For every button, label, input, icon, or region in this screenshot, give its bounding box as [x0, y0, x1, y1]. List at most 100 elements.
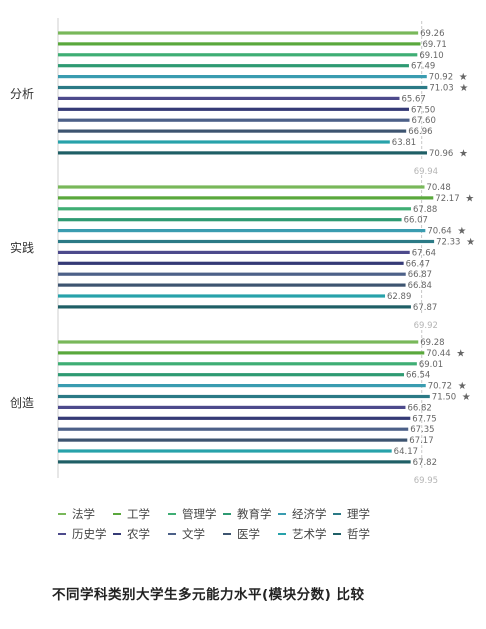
legend: 法学 工学 管理学 教育学 经济学 理学 历史学 农学 文学 医学 艺术学 哲学	[58, 504, 388, 544]
legend-label: 艺术学	[292, 527, 327, 541]
legend-label: 法学	[72, 507, 95, 521]
data-label: 67.88	[413, 205, 437, 215]
legend-label: 医学	[237, 527, 260, 541]
bar	[58, 239, 435, 244]
star-marker: ★	[465, 193, 474, 204]
bar	[58, 438, 408, 442]
data-label: 69.01	[419, 360, 443, 370]
bar	[58, 427, 409, 431]
data-label: 72.17	[435, 194, 459, 204]
legend-label: 经济学	[292, 507, 327, 521]
bar	[58, 151, 427, 155]
legend-label: 工学	[127, 507, 150, 521]
bar	[58, 449, 392, 453]
bar	[58, 250, 410, 254]
bar	[58, 305, 411, 309]
chart-title: 不同学科类别大学生多元能力水平(模块分数) 比较	[52, 587, 365, 603]
star-marker: ★	[458, 381, 467, 392]
legend-item: 法学	[58, 504, 113, 524]
bar	[58, 362, 417, 366]
legend-swatch	[223, 533, 231, 535]
bar	[58, 42, 421, 46]
bar	[58, 129, 407, 133]
bar	[58, 294, 386, 298]
data-label: 69.10	[419, 51, 443, 61]
data-label: 70.72	[428, 382, 452, 392]
data-label: 66.96	[408, 127, 432, 137]
legend-items: 法学 工学 管理学 教育学 经济学 理学 历史学 农学 文学 医学 艺术学 哲学	[58, 504, 388, 544]
bar	[58, 384, 426, 388]
legend-swatch	[278, 513, 286, 515]
bar	[58, 107, 409, 111]
legend-item: 哲学	[333, 524, 388, 544]
bar	[58, 283, 406, 287]
legend-swatch	[168, 533, 176, 535]
bar	[58, 351, 425, 355]
legend-item: 历史学	[58, 524, 113, 544]
legend-label: 文学	[182, 527, 205, 541]
data-label: 71.50	[432, 393, 456, 403]
data-label: 67.17	[409, 436, 433, 446]
data-label: 69.26	[420, 29, 444, 39]
bar	[58, 140, 390, 144]
data-label: 67.49	[411, 62, 435, 72]
bar	[58, 31, 419, 35]
legend-swatch	[113, 513, 121, 515]
average-label: 69.95	[414, 476, 438, 486]
bar	[58, 229, 426, 233]
legend-item: 文学	[168, 524, 223, 544]
data-label: 67.60	[412, 116, 436, 126]
legend-label: 历史学	[72, 527, 107, 541]
data-label: 67.82	[413, 458, 437, 468]
legend-item: 教育学	[223, 504, 278, 524]
data-label: 67.50	[411, 105, 435, 115]
data-label: 66.47	[406, 259, 430, 269]
legend-swatch	[333, 513, 341, 515]
data-label: 62.89	[387, 292, 411, 302]
star-marker: ★	[459, 72, 468, 83]
bar	[58, 85, 428, 90]
legend-item: 经济学	[278, 504, 333, 524]
data-label: 67.75	[412, 414, 436, 424]
star-marker: ★	[457, 226, 466, 237]
data-label: 66.82	[407, 403, 431, 413]
legend-label: 哲学	[347, 527, 370, 541]
star-marker: ★	[459, 83, 468, 94]
data-label: 66.87	[408, 270, 432, 280]
bar	[58, 340, 419, 344]
bar	[58, 64, 409, 68]
bar	[58, 460, 411, 464]
star-marker: ★	[456, 348, 465, 359]
bar	[58, 394, 430, 399]
data-label: 67.87	[413, 303, 437, 313]
data-label: 69.71	[422, 40, 446, 50]
average-label: 69.92	[414, 321, 438, 331]
legend-swatch	[168, 513, 176, 515]
legend-swatch	[278, 533, 286, 535]
bar	[58, 261, 404, 265]
data-label: 66.54	[406, 371, 430, 381]
legend-item: 管理学	[168, 504, 223, 524]
data-label: 70.92	[429, 73, 453, 83]
data-label: 66.07	[404, 216, 428, 226]
bar	[58, 373, 405, 377]
legend-swatch	[223, 513, 231, 515]
average-label: 69.94	[414, 167, 438, 177]
legend-swatch	[333, 533, 341, 535]
bar	[58, 405, 406, 409]
legend-label: 管理学	[182, 507, 217, 521]
data-label: 72.33	[436, 238, 460, 248]
data-label: 69.28	[420, 338, 444, 348]
category-label: 分析	[10, 87, 34, 101]
data-label: 67.35	[410, 425, 434, 435]
legend-item: 艺术学	[278, 524, 333, 544]
data-label: 66.84	[408, 281, 432, 291]
legend-label: 理学	[347, 507, 370, 521]
bar	[58, 75, 427, 79]
bar	[58, 196, 434, 200]
bar	[58, 272, 406, 276]
legend-item: 工学	[113, 504, 168, 524]
category-label: 实践	[10, 240, 34, 255]
